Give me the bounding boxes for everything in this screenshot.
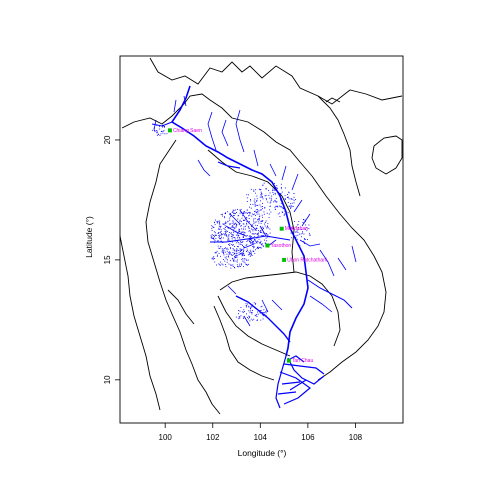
- y-axis: 10 15 20: [103, 135, 120, 384]
- mekong-mainstem: [170, 85, 309, 357]
- river-network: [151, 85, 357, 409]
- station-marker: [282, 257, 287, 262]
- station-label: Mukdahan: [285, 226, 309, 232]
- plot-region: Chiang Saen Mukdahan Yasothon Ubon Ratchath…: [119, 57, 403, 415]
- y-tick-label: 10: [103, 375, 112, 384]
- plot-frame: [119, 55, 404, 424]
- x-axis-title: Longitude (°): [238, 448, 287, 458]
- gauging-stations: Chiang Saen Mukdahan Yasothon Ubon Ratchath…: [167, 128, 327, 364]
- station-label: Ubon Ratchathani: [287, 257, 327, 263]
- station-marker: [286, 358, 291, 363]
- station-label: Chiang Saen: [173, 128, 202, 134]
- station-label: Yasothon: [270, 243, 291, 249]
- y-tick-label: 15: [103, 255, 112, 264]
- x-axis: 100 102 104 106 108: [159, 423, 363, 442]
- y-tick-label: 20: [103, 135, 112, 144]
- station-marker: [167, 128, 172, 133]
- drainage-dots: [152, 124, 311, 323]
- x-tick-label: 106: [301, 433, 315, 442]
- x-tick-label: 102: [206, 433, 220, 442]
- x-tick-label: 108: [349, 433, 363, 442]
- station-label: Tan Chau: [292, 358, 314, 364]
- station-marker: [279, 226, 284, 231]
- x-tick-label: 100: [159, 433, 173, 442]
- mekong-delta: [275, 355, 325, 409]
- country-borders: [119, 57, 403, 415]
- x-tick-label: 104: [254, 433, 268, 442]
- station-marker: [265, 243, 270, 248]
- y-axis-title: Latitude (°): [84, 216, 94, 258]
